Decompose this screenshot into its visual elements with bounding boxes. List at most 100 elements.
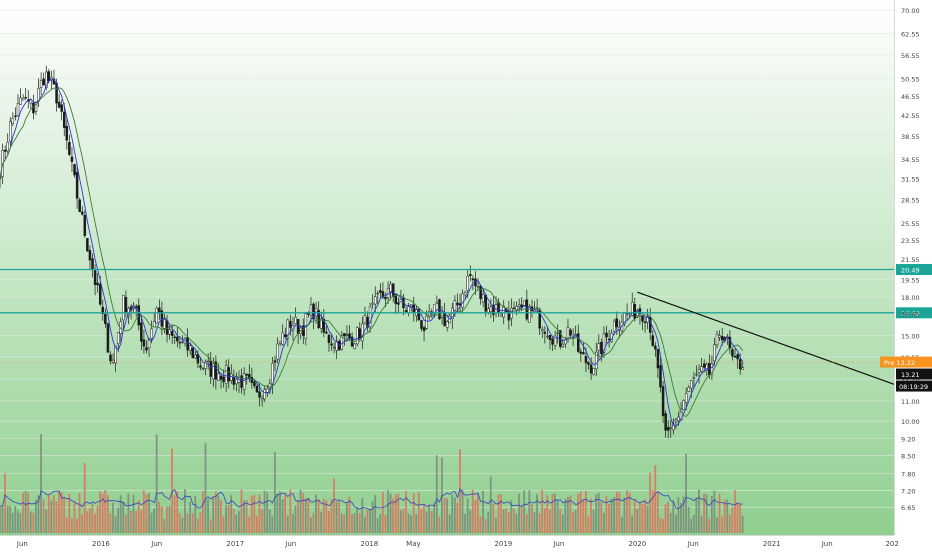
candle-body [345,334,349,336]
volume-bar [184,489,186,533]
volume-bar [315,494,317,533]
volume-bar [163,519,166,533]
candle-body [713,344,716,362]
candle-body [499,313,503,317]
x-tick-label: Jun [821,540,833,548]
volume-bar [86,511,89,533]
candle-body [720,336,724,341]
volume-bar [148,493,150,533]
volume-bar [523,490,526,533]
candle-body [551,338,554,345]
candle-body [194,354,197,359]
volume-bar [497,494,500,533]
volume-bar [466,498,469,533]
pre-market-label: Pre 13.22 [884,359,915,367]
candle-body [733,356,737,358]
volume-bar [227,504,230,533]
x-tick-label: Jun [284,540,296,548]
volume-bar [214,491,217,533]
volume-bar [613,496,616,533]
y-tick-label: 18.00 [901,294,920,302]
volume-bar [644,499,646,533]
y-tick-label: 28.55 [901,196,920,204]
candle-body [391,283,395,297]
volume-bar [158,501,161,533]
candle-body [14,115,17,118]
candle-body [330,343,333,346]
volume-bar [363,516,366,533]
x-tick-label: May [406,540,420,548]
volume-bar [723,499,726,533]
volume-bar [461,489,464,533]
volume-bar [4,473,6,533]
volume-bar [664,504,667,533]
volume-bar [605,495,608,533]
candle-body [399,299,403,303]
candle-body [705,364,709,371]
volume-bar [369,509,371,533]
candle-body [427,311,431,317]
volume-bar [623,497,626,533]
candle-body [386,288,390,298]
volume-bar [261,509,263,533]
trendline-layer[interactable] [637,291,895,385]
candle-body [3,149,7,152]
candle-body [276,343,279,360]
y-tick-label: 70.00 [901,7,920,15]
candle-body [556,332,559,334]
candle-body [80,211,84,215]
volume-bar [273,452,276,533]
candle-body [738,359,742,370]
volume-bar [507,512,510,533]
candle-body [674,419,678,422]
volume-bar [65,517,68,533]
candle-body [479,285,482,300]
candle-body [181,340,184,343]
volume-bar [317,498,320,533]
candle-body [700,366,703,372]
candle-body [456,302,459,306]
candle-body [476,286,480,288]
volume-bar [638,503,641,533]
volume-bar [615,491,618,533]
volume-bar [42,499,45,533]
volume-bar [320,511,323,533]
volume-bar [166,506,168,533]
volume-bar [212,496,215,533]
volume-bar [104,490,107,533]
volume-bar [505,508,508,533]
candle-body [327,335,331,343]
candle-body [145,347,148,351]
volume-bar [417,492,420,533]
candle-body [258,391,261,398]
time-axis[interactable]: Jun 2016 Jun 2017 Jun 2018 May 2019 Jun 2020 Jun 20… [0,535,899,549]
volume-bar [646,505,649,533]
candle-body [589,364,593,374]
volume-bar [687,506,690,533]
price-axis[interactable]: 70.00 62.55 56.55 50.55 46.55 42.55 38.55 34.55… [894,0,920,535]
volume-bar [258,494,261,533]
volume-bar [587,515,590,533]
volume-bar [667,501,670,533]
volume-bar [402,508,405,533]
volume-bar [176,491,179,533]
volume-bar [34,499,37,533]
candle-body [643,321,647,324]
candle-body [553,335,557,346]
volume-bar [672,500,675,533]
candle-body [569,329,572,336]
candle-body [114,345,117,364]
candle-body [641,315,644,322]
candle-body [584,356,588,364]
volume-bar [456,502,459,533]
candle-body [600,341,603,355]
volume-bar [309,517,312,533]
volume-bar [14,506,17,533]
candle-body [592,368,595,375]
volume-bar [564,498,567,533]
candle-body [230,373,233,381]
y-tick-label: 31.55 [901,175,920,183]
volume-bar [150,512,153,533]
